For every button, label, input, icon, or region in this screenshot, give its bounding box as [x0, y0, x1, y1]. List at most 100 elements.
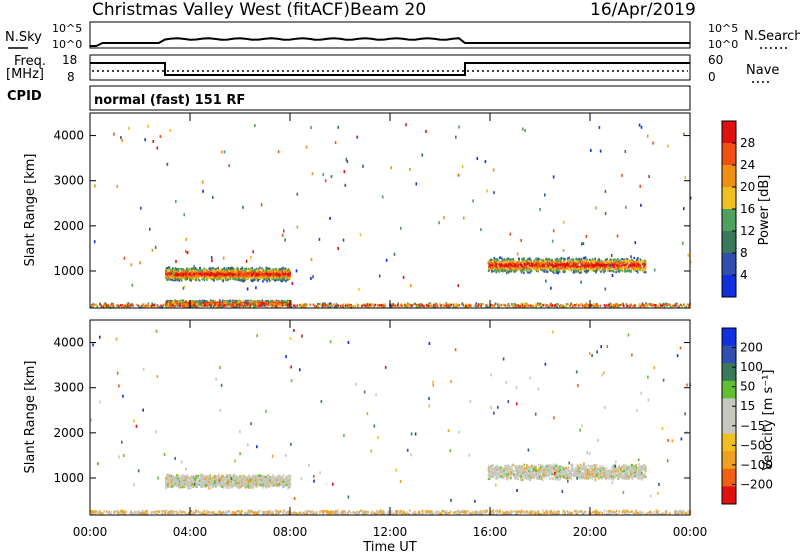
scatter-cell — [282, 300, 284, 303]
scatter-cell — [182, 270, 184, 273]
scatter-cell — [642, 263, 644, 266]
scatter-cell — [243, 277, 245, 280]
scatter-cell — [221, 272, 223, 275]
scatter-cell — [267, 300, 269, 303]
scatter-cell — [201, 269, 203, 272]
scatter-cell — [240, 267, 243, 270]
scatter-cell — [212, 276, 214, 279]
scatter-cell — [314, 304, 316, 307]
scatter-cell — [405, 303, 408, 306]
scatter-cell — [288, 277, 290, 280]
power-scatter — [90, 123, 692, 309]
scatter-cell — [240, 278, 242, 281]
scatter-cell — [278, 274, 281, 278]
scatter-cell — [252, 273, 255, 276]
scatter-cell — [549, 303, 552, 306]
scatter-cell — [247, 275, 249, 279]
scatter-cell — [558, 266, 561, 269]
scatter-cell — [166, 278, 169, 281]
scatter-cell — [370, 303, 373, 306]
scatter-cell — [571, 303, 574, 306]
scatter-cell — [276, 274, 279, 277]
scatter-cell — [688, 303, 690, 306]
scatter-cell — [304, 303, 307, 306]
scatter-cell — [232, 270, 234, 273]
scatter-cell — [501, 263, 503, 266]
scatter-cell — [501, 269, 503, 272]
scatter-cell — [226, 273, 229, 276]
scatter-cell — [602, 269, 604, 272]
scatter-cell — [587, 265, 589, 268]
scatter-cell — [273, 277, 275, 280]
scatter-cell — [212, 272, 214, 275]
scatter-cell — [218, 269, 220, 272]
scatter-cell — [378, 304, 381, 307]
scatter-cell — [217, 276, 220, 279]
scatter-cell — [364, 304, 366, 307]
scatter-cell — [551, 304, 554, 307]
scatter-cell — [560, 261, 562, 264]
scatter-cell — [229, 272, 231, 275]
scatter-cell — [201, 276, 203, 279]
scatter-cell — [287, 271, 289, 274]
scatter-cell — [234, 278, 236, 281]
scatter-cell — [181, 303, 184, 306]
scatter-cell — [394, 304, 397, 307]
scatter-cell — [599, 304, 602, 307]
scatter-cell — [636, 261, 638, 264]
scatter-cell — [530, 259, 532, 262]
scatter-cell — [119, 304, 122, 307]
scatter-cell — [251, 271, 253, 274]
scatter-cell — [613, 265, 616, 268]
scatter-cell — [171, 278, 174, 282]
scatter-cell — [289, 271, 291, 274]
scatter-cell — [526, 258, 529, 261]
scatter-cell — [572, 264, 574, 267]
scatter-cell — [250, 271, 252, 274]
scatter-cell — [249, 269, 251, 272]
scatter-cell — [582, 267, 584, 270]
scatter-cell — [275, 269, 278, 272]
scatter-cell — [172, 274, 175, 277]
freq-panel: Freq. [MHz] 18 8 60 0 Nave CPID — [6, 53, 779, 104]
scatter-cell — [222, 277, 224, 280]
scatter-cell — [463, 305, 466, 308]
scatter-cell — [265, 273, 268, 276]
scatter-cell — [216, 274, 218, 277]
scatter-cell — [237, 278, 239, 281]
scatter-cell — [249, 267, 252, 270]
scatter-cell — [563, 262, 565, 265]
scatter-cell — [637, 267, 640, 270]
scatter-cell — [564, 265, 566, 268]
scatter-cell — [525, 268, 528, 271]
scatter-cell — [592, 303, 595, 306]
scatter-cell — [186, 274, 188, 277]
scatter-cell — [598, 258, 601, 261]
scatter-cell — [280, 276, 282, 279]
scatter-cell — [549, 268, 551, 271]
scatter-cell — [264, 272, 266, 275]
scatter-cell — [681, 305, 683, 308]
scatter-cell — [613, 268, 615, 271]
scatter-cell — [222, 303, 224, 306]
scatter-cell — [241, 275, 243, 278]
scatter-cell — [219, 277, 221, 280]
scatter-cell — [284, 267, 287, 270]
scatter-cell — [654, 304, 656, 307]
scatter-cell — [221, 277, 223, 280]
scatter-cell — [517, 268, 519, 271]
scatter-cell — [242, 280, 244, 283]
scatter-cell — [523, 269, 525, 272]
scatter-cell — [167, 305, 170, 308]
scatter-cell — [591, 266, 593, 269]
scatter-cell — [200, 275, 202, 278]
scatter-cell — [397, 304, 399, 307]
scatter-cell — [219, 269, 221, 272]
scatter-cell — [206, 278, 208, 281]
scatter-cell — [211, 267, 213, 270]
scatter-cell — [197, 274, 200, 277]
scatter-cell — [686, 303, 689, 306]
scatter-cell — [599, 267, 602, 270]
scatter-cell — [151, 302, 153, 305]
scatter-cell — [367, 305, 369, 308]
